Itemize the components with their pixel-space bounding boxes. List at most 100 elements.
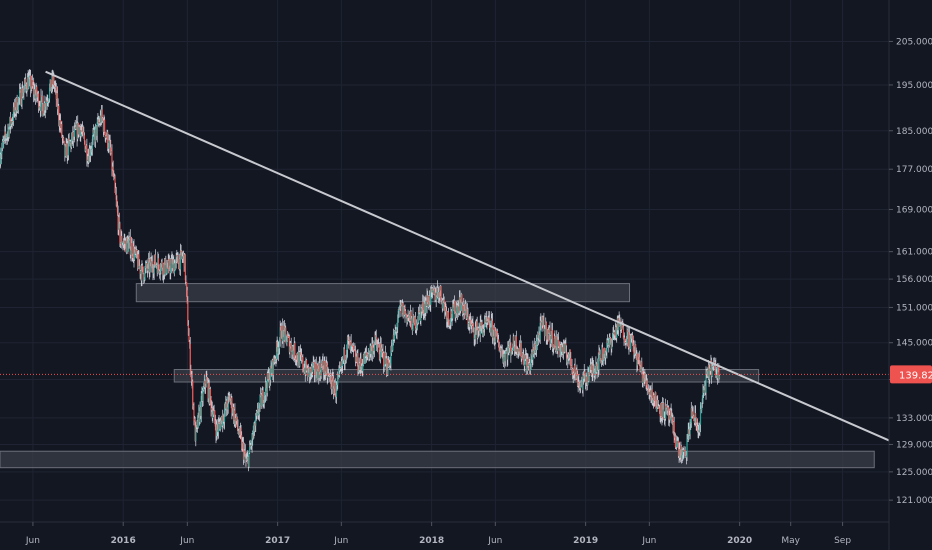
candle-body [483, 319, 486, 329]
candle-body [152, 268, 154, 273]
candle-body [153, 261, 155, 273]
y-tick-label: 169.000 [896, 205, 932, 215]
candle-body [247, 456, 249, 459]
candle-body [532, 347, 534, 360]
candle-body [94, 127, 97, 142]
candle-body [44, 106, 46, 111]
candle-body [712, 364, 714, 367]
candle-body [569, 349, 571, 359]
candle-body [98, 122, 100, 124]
candle-body [696, 426, 699, 430]
candle-body [56, 93, 58, 100]
candle-body [348, 340, 350, 342]
candle-body [409, 313, 411, 321]
candle-body [676, 440, 678, 448]
candle-body [158, 265, 160, 272]
candle-body [644, 373, 647, 380]
x-tick-label: Jun [333, 536, 348, 546]
trendline-layer[interactable] [45, 70, 890, 442]
candle-body [507, 345, 509, 360]
candle-body [700, 408, 702, 411]
candle-body [439, 290, 441, 298]
candle-body [248, 452, 250, 467]
candle-body [534, 344, 536, 351]
candle-body [560, 344, 562, 350]
candle-body [168, 258, 170, 260]
candle-body [345, 354, 347, 360]
candle-body [283, 326, 286, 341]
candle-body [649, 390, 651, 395]
candle-body [615, 326, 617, 339]
candle-body [438, 297, 440, 299]
candle-body [180, 250, 182, 252]
candle-body [628, 346, 630, 348]
candle-body [542, 316, 544, 321]
candle-body [651, 389, 653, 401]
candle-body [35, 86, 37, 95]
candle-body [245, 459, 248, 461]
candle-body [253, 423, 256, 432]
candle-body [683, 450, 685, 453]
candle-body [28, 78, 30, 89]
candle-body [680, 445, 682, 454]
candle-body [406, 316, 409, 323]
candle-body [414, 317, 417, 331]
candle-body [81, 126, 84, 132]
candle-body [1, 148, 3, 155]
candle-body [146, 262, 148, 269]
candle-body [411, 329, 413, 331]
candle-body [636, 353, 638, 366]
candle-body [544, 328, 546, 336]
candle-body [285, 327, 287, 335]
candle-body [568, 354, 570, 358]
candle-body [635, 344, 637, 354]
candle-body [72, 132, 75, 141]
candle-body [565, 352, 568, 358]
candle-body [277, 347, 279, 354]
candle-body [414, 317, 416, 323]
candle-body [270, 366, 272, 369]
candle-body [554, 336, 557, 351]
candle-body [716, 374, 718, 379]
candle-body [256, 408, 259, 411]
candle-body [632, 342, 634, 345]
candle-body [504, 353, 506, 362]
candle-body [423, 303, 426, 314]
candle-body [546, 339, 548, 341]
candle-body [53, 85, 56, 87]
candle-body [354, 350, 356, 351]
candle-body [665, 405, 667, 409]
candle-body [510, 350, 513, 355]
time-axis[interactable]: Jun 2016 Jun 2017 Jun 2018 Jun 2019 Jun 2020 May Se… [0, 521, 889, 546]
candle-body [238, 434, 240, 436]
candle-body [430, 289, 432, 305]
candle-body [167, 267, 169, 269]
candle-body [94, 132, 96, 142]
candle-body [539, 335, 541, 340]
candle-body [122, 242, 125, 245]
y-tick-label: 161.000 [896, 248, 932, 258]
candle-body [509, 342, 511, 348]
candle-body [261, 395, 263, 407]
candle-body [77, 122, 79, 135]
candle-body [15, 98, 18, 111]
candle-body [419, 310, 421, 313]
candle-body [710, 360, 712, 372]
trendline[interactable] [45, 70, 890, 442]
candle-body [500, 348, 502, 350]
candle-body [171, 260, 174, 269]
candle-body [614, 326, 617, 336]
price-axis[interactable]: 121.000125.000129.000133.000139.000145.0… [888, 0, 932, 550]
candle-body [338, 368, 341, 371]
candle-body [428, 295, 431, 305]
candle-body [200, 406, 202, 416]
grid-lines [0, 0, 889, 522]
candle-body [491, 320, 494, 338]
candle-body [351, 345, 353, 347]
candle-body [307, 368, 309, 377]
candle-body [696, 424, 698, 427]
candle-body [357, 353, 359, 371]
candle-body [600, 358, 602, 363]
candle-body [267, 373, 270, 380]
